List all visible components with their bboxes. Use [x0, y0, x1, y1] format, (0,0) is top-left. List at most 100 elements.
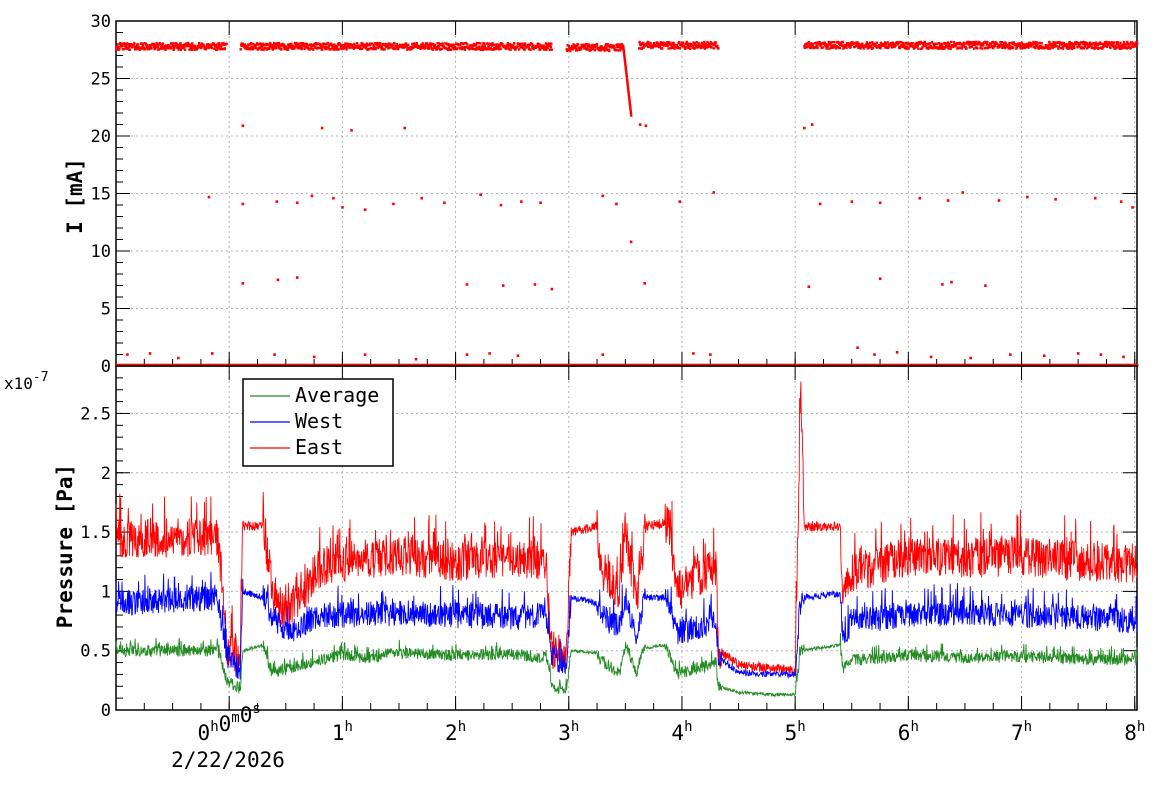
current-point	[215, 45, 218, 49]
current-point	[854, 44, 858, 47]
current-point	[517, 42, 520, 45]
current-point	[1011, 46, 1015, 50]
current-ytick-label-2: 10	[91, 242, 111, 262]
current-point	[278, 47, 281, 50]
current-point	[377, 42, 380, 46]
current-point	[710, 46, 713, 49]
current-point	[898, 46, 902, 50]
current-point	[249, 41, 253, 45]
current-ytick-label-6: 30	[91, 12, 111, 32]
current-point	[544, 42, 548, 45]
current-point	[865, 42, 868, 46]
current-point	[155, 41, 158, 45]
x-tick-value: 1	[332, 721, 345, 745]
current-point	[202, 44, 206, 48]
current-point	[1018, 42, 1021, 45]
current-point	[614, 49, 618, 52]
current-point	[661, 43, 664, 47]
current-point	[1120, 47, 1123, 50]
current-point	[467, 46, 471, 49]
current-point	[527, 48, 531, 51]
current-point	[1084, 43, 1087, 47]
current-point	[419, 47, 422, 51]
current-decay-point	[625, 76, 629, 79]
current-point	[933, 44, 936, 48]
current-point	[703, 40, 706, 44]
current-point	[684, 47, 687, 50]
current-point	[969, 45, 972, 48]
current-point	[1122, 40, 1126, 44]
current-point	[920, 41, 924, 45]
current-point	[573, 44, 576, 47]
current-point	[584, 43, 588, 46]
current-decay-point	[622, 47, 625, 50]
current-point	[1126, 40, 1129, 44]
current-point	[337, 48, 340, 51]
current-point	[120, 42, 124, 46]
current-outlier-point-15	[363, 208, 367, 211]
current-point	[182, 46, 185, 50]
current-point	[536, 42, 539, 45]
current-point	[141, 44, 145, 48]
current-point	[915, 45, 919, 49]
current-point	[945, 41, 948, 45]
current-point	[115, 44, 119, 48]
current-outlier-point-2	[350, 129, 353, 132]
current-point	[469, 47, 472, 51]
current-point	[313, 42, 316, 46]
current-point	[865, 41, 869, 44]
current-outlier-point-10	[275, 200, 279, 203]
current-point	[254, 43, 257, 47]
current-point	[225, 42, 228, 46]
current-point	[503, 44, 507, 48]
current-point	[290, 42, 293, 46]
current-point	[333, 45, 337, 49]
current-point	[323, 42, 327, 46]
current-point	[595, 43, 599, 46]
current-point	[840, 44, 844, 47]
current-outlier-point-17	[420, 196, 424, 200]
current-point	[905, 47, 908, 50]
current-point	[153, 47, 157, 51]
current-point	[992, 46, 995, 50]
current-outlier-point-61	[465, 353, 469, 356]
legend: Average West East	[242, 378, 394, 467]
current-point	[609, 43, 612, 47]
current-point	[459, 47, 462, 50]
current-point	[462, 42, 465, 45]
current-point	[537, 45, 540, 49]
current-point	[126, 47, 130, 51]
current-point	[383, 48, 386, 51]
current-point	[549, 44, 552, 48]
current-point	[188, 48, 191, 51]
current-point	[201, 42, 204, 46]
current-point	[885, 42, 888, 46]
current-point	[321, 48, 324, 51]
current-point	[279, 44, 282, 48]
current-point	[980, 47, 984, 50]
current-point	[544, 45, 547, 49]
current-outlier-point-68	[873, 353, 876, 356]
current-decay-point	[629, 107, 632, 110]
current-point	[1060, 43, 1064, 46]
current-point	[532, 47, 535, 51]
current-point	[432, 46, 435, 50]
current-point	[1057, 47, 1060, 50]
current-outlier-point-59	[363, 353, 367, 356]
current-point	[261, 42, 265, 45]
current-ytick-label-0: 0	[101, 357, 111, 377]
current-outlier-point-28	[850, 200, 854, 203]
current-outlier-point-50	[941, 283, 944, 286]
current-outlier-point-32	[961, 191, 965, 194]
current-point	[268, 47, 271, 50]
current-point	[440, 43, 443, 47]
current-point	[637, 47, 641, 50]
current-point	[904, 45, 907, 48]
current-point	[210, 46, 214, 50]
current-point	[992, 45, 995, 48]
current-point	[172, 42, 175, 45]
current-point	[1111, 41, 1114, 44]
current-point	[197, 42, 201, 45]
current-point	[712, 47, 716, 50]
current-point	[405, 45, 409, 48]
